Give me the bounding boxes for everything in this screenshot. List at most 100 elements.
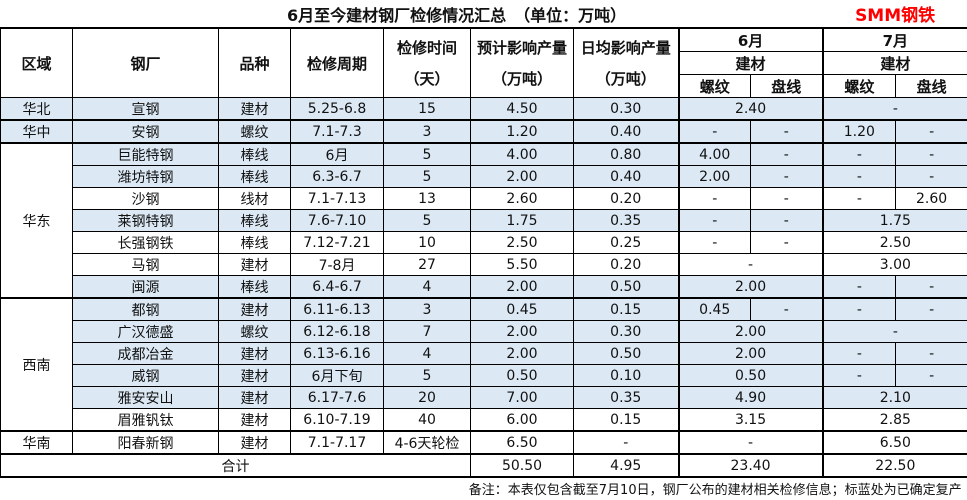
variety-cell: 建材 [218,97,291,121]
jul-rebar-cell: - [821,364,897,387]
jun-rebar-cell: - [677,119,751,144]
est-cell: 2.00 [470,275,574,299]
jul-building-cell: 1.75 [821,209,967,232]
days-cell: 5 [383,209,471,232]
est-cell: 4.50 [470,97,574,121]
header-variety: 品种 [218,27,291,98]
header-est: 预计影响产量 （万吨） [470,27,574,98]
days-cell: 4 [383,275,471,299]
variety-cell: 建材 [218,386,291,409]
plant-cell: 潍坊特钢 [72,165,219,188]
period-cell: 7.12-7.21 [290,231,384,254]
jun-wire-cell: - [749,209,824,232]
region-cell: 华中 [0,119,73,144]
period-cell: 6月下旬 [290,364,384,387]
jun-building-cell: 4.90 [677,386,824,409]
variety-cell: 棒线 [218,142,291,166]
jul-wire-cell: - [895,119,967,144]
period-cell: 6.3-6.7 [290,165,384,188]
jul-wire-cell: - [895,342,967,365]
est-cell: 0.45 [470,297,574,321]
days-cell: 5 [383,142,471,166]
jun-rebar-cell: 2.00 [677,165,751,188]
jul-rebar-cell: - [821,275,897,299]
daily-cell: 0.30 [573,320,679,343]
jul-wire-cell: - [895,297,967,321]
jul-wire-cell: - [895,165,967,188]
plant-cell: 宣钢 [72,97,219,121]
table-title: 6月至今建材钢厂检修情况汇总 （单位：万吨） [0,0,823,29]
region-cell: 西南 [0,297,73,432]
daily-cell: 0.80 [573,142,679,166]
jul-building-cell: - [821,97,967,121]
total-label: 合计 [0,453,471,478]
region-cell: 华东 [0,142,73,299]
jul-wire-cell: 2.60 [895,187,967,210]
daily-cell: 0.40 [573,119,679,144]
jul-rebar-cell: - [821,297,897,321]
daily-cell: 0.20 [573,187,679,210]
daily-cell: 0.50 [573,275,679,299]
est-cell: 1.20 [470,119,574,144]
brand-logo: SMM钢铁 [822,0,967,29]
variety-cell: 棒线 [218,231,291,254]
period-cell: 7.1-7.17 [290,430,384,455]
region-cell: 华北 [0,97,73,121]
daily-cell: 0.25 [573,231,679,254]
header-daily-label: 日均影响产量 [580,39,671,57]
period-cell: 6.12-6.18 [290,320,384,343]
jun-rebar-cell: 4.00 [677,142,751,166]
plant-cell: 巨能特钢 [72,142,219,166]
est-cell: 2.60 [470,187,574,210]
jul-building-cell: 2.50 [821,231,967,254]
header-est-label: 预计影响产量 [476,39,567,57]
header-june-rebar: 螺纹 [677,74,751,98]
jul-building-cell: - [821,320,967,343]
daily-cell: 0.15 [573,408,679,432]
daily-cell: 0.50 [573,342,679,365]
period-cell: 7.1-7.13 [290,187,384,210]
plant-cell: 广汉德盛 [72,320,219,343]
header-daily: 日均影响产量 （万吨） [573,27,679,98]
variety-cell: 棒线 [218,209,291,232]
days-cell: 10 [383,231,471,254]
jul-rebar-cell: - [821,165,897,188]
daily-cell: 0.20 [573,253,679,276]
days-cell: 15 [383,97,471,121]
period-cell: 6.13-6.16 [290,342,384,365]
header-region: 区域 [0,27,73,98]
daily-cell: 0.10 [573,364,679,387]
table-row: 雅安安山 建材 6.17-7.6 20 7.00 0.35 4.90 2.10 [1,386,967,409]
jun-rebar-cell: - [677,231,751,254]
table-row: 闽源 棒线 6.4-6.7 4 2.00 0.50 2.00- - [1,275,967,299]
region-cell: 华南 [0,430,73,455]
header-period: 检修周期 [290,27,384,98]
jul-rebar-cell: - [821,187,897,210]
daily-cell: 0.15 [573,297,679,321]
variety-cell: 建材 [218,253,291,276]
period-cell: 6月 [290,142,384,166]
table-row: 华北 宣钢 建材 5.25-6.8 15 4.50 0.30 2.40- [0,97,967,121]
header-est-unit: （万吨） [491,70,552,88]
footnote: 备注：本表仅包含截至7月10日，钢厂公布的建材相关检修信息；标蓝处为已确定复产 [468,483,962,498]
jul-wire-cell: - [895,275,967,299]
plant-cell: 马钢 [72,253,219,276]
header-days-unit: （天） [404,70,450,88]
header-july-wire: 盘线 [895,74,967,98]
total-row: 合计 50.50 4.95 23.40 22.50 [0,453,967,478]
table-row: 西南 都钢 建材 6.11-6.13 3 0.45 0.15 0.45- - - [0,297,967,432]
jun-wire-cell: - [749,297,824,321]
days-cell: 5 [383,364,471,387]
est-cell: 6.50 [470,430,574,455]
table-row: 马钢 建材 7-8月 27 5.50 0.20-3.00 [1,253,967,276]
variety-cell: 螺纹 [218,320,291,343]
jul-building-cell: 2.85 [821,408,967,432]
header-july-rebar: 螺纹 [821,74,897,98]
days-cell: 3 [383,119,471,144]
jun-building-cell: 2.40 [677,97,824,121]
plant-cell: 长强钢铁 [72,231,219,254]
plant-cell: 沙钢 [72,187,219,210]
jul-rebar-cell: - [821,342,897,365]
est-cell: 6.00 [470,408,574,432]
